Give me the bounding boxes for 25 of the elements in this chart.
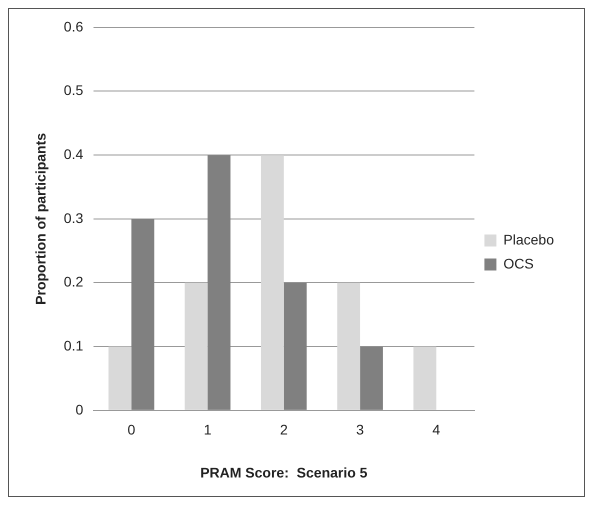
x-tick-label: 1 — [204, 422, 212, 438]
y-tick-label: 0.6 — [64, 18, 84, 34]
y-tick-label: 0.1 — [64, 337, 84, 354]
bar — [108, 346, 132, 410]
bar — [413, 346, 436, 410]
x-tick-label: 3 — [356, 422, 364, 438]
y-axis-title: Proportion of participants — [32, 132, 48, 305]
y-tick-label: 0.3 — [64, 210, 84, 226]
bar — [208, 155, 230, 410]
bar — [184, 282, 208, 410]
bar — [260, 155, 284, 410]
bar — [131, 218, 154, 410]
y-tick-label: 0.5 — [64, 82, 84, 98]
legend-label: Placebo — [503, 231, 554, 248]
bar — [360, 346, 383, 410]
x-tick-label: 2 — [280, 422, 288, 438]
y-tick-label: 0.2 — [64, 274, 84, 290]
x-tick-label: 4 — [432, 422, 440, 438]
legend-label: OCS — [503, 255, 534, 272]
x-axis-title: PRAM Score: Scenario 5 — [200, 464, 368, 480]
bar — [284, 282, 307, 410]
y-tick-label: 0 — [75, 401, 84, 418]
bar — [337, 282, 360, 410]
y-tick-label: 0.4 — [64, 146, 84, 162]
x-tick-label: 0 — [127, 422, 136, 438]
